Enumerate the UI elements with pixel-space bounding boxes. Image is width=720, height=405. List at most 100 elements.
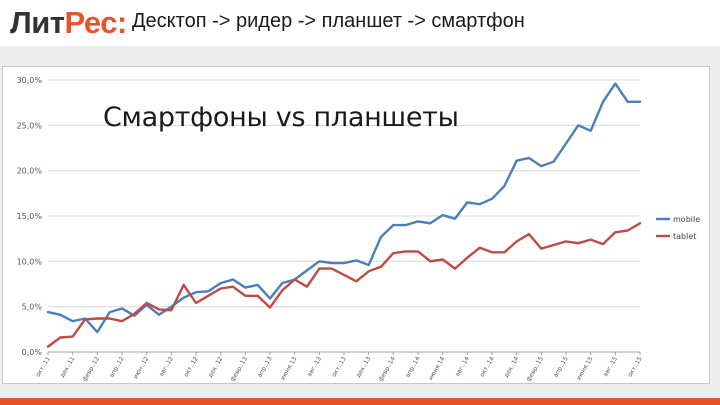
- y-tick-label: 10,0%: [17, 257, 43, 266]
- legend-label-mobile: mobile: [673, 215, 700, 224]
- x-tick-label: окт..14: [479, 355, 496, 378]
- legend-label-tablet: tablet: [673, 232, 696, 241]
- x-tick-label: дек..13: [355, 355, 373, 379]
- data-point-tablet: [145, 302, 148, 304]
- x-tick-label: авг..14: [454, 355, 471, 378]
- data-point-tablet: [528, 233, 530, 236]
- data-point-tablet: [232, 285, 234, 288]
- data-point-tablet: [540, 247, 543, 250]
- x-tick-label: дек..14: [503, 355, 521, 379]
- data-point-tablet: [380, 265, 382, 268]
- data-point-tablet: [577, 242, 580, 245]
- y-tick-label: 15,0%: [17, 212, 43, 221]
- x-tick-label: авг..13: [306, 355, 323, 378]
- data-point-mobile: [589, 129, 592, 132]
- data-point-tablet: [466, 256, 469, 259]
- data-point-tablet: [219, 287, 222, 290]
- data-point-mobile: [96, 331, 99, 333]
- x-tick-label: апр..13: [256, 355, 274, 378]
- data-point-tablet: [121, 320, 123, 323]
- data-point-mobile: [454, 217, 456, 220]
- data-point-tablet: [503, 251, 506, 254]
- x-tick-label: февр..12: [81, 355, 101, 383]
- data-point-mobile: [404, 224, 407, 227]
- data-point-mobile: [577, 124, 580, 127]
- data-point-tablet: [293, 278, 296, 281]
- x-tick-label: апр..14: [404, 355, 422, 378]
- x-tick-label: окт..13: [331, 355, 348, 378]
- data-point-mobile: [318, 260, 321, 263]
- data-point-mobile: [281, 282, 284, 284]
- data-point-tablet: [195, 302, 197, 304]
- x-tick-label: июня.15: [575, 355, 594, 381]
- data-point-mobile: [540, 165, 543, 168]
- data-point-tablet: [256, 294, 259, 297]
- x-tick-label: февр..15: [525, 355, 545, 383]
- data-point-mobile: [614, 82, 617, 85]
- data-point-mobile: [565, 142, 567, 145]
- x-tick-label: апр..12: [108, 355, 126, 378]
- data-point-tablet: [614, 231, 617, 234]
- x-tick-label: февр..14: [377, 355, 397, 383]
- x-tick-label: июня.14: [427, 355, 446, 381]
- chart-frame: [2, 66, 710, 384]
- data-point-mobile: [121, 307, 123, 310]
- data-point-tablet: [417, 250, 419, 253]
- data-point-tablet: [158, 308, 160, 311]
- data-point-mobile: [528, 157, 530, 159]
- data-point-mobile: [195, 291, 197, 294]
- data-point-mobile: [441, 214, 444, 217]
- y-tick-label: 25,0%: [17, 121, 43, 130]
- data-point-mobile: [503, 185, 506, 188]
- data-point-mobile: [330, 262, 333, 264]
- x-tick-label: дек..12: [207, 355, 225, 379]
- data-point-tablet: [59, 336, 62, 339]
- data-point-mobile: [219, 282, 222, 284]
- data-point-mobile: [417, 220, 419, 223]
- data-point-mobile: [429, 222, 432, 225]
- data-point-tablet: [602, 243, 604, 246]
- data-point-tablet: [454, 267, 456, 270]
- data-point-mobile: [491, 197, 493, 200]
- data-point-tablet: [244, 294, 247, 297]
- data-point-tablet: [133, 313, 136, 315]
- data-point-tablet: [367, 270, 370, 273]
- data-point-mobile: [466, 201, 469, 204]
- data-point-mobile: [207, 290, 210, 293]
- data-point-mobile: [343, 262, 345, 264]
- data-point-mobile: [108, 311, 111, 313]
- data-point-mobile: [392, 224, 395, 227]
- data-point-mobile: [626, 100, 629, 103]
- data-point-mobile: [244, 286, 247, 289]
- data-point-tablet: [429, 260, 432, 263]
- data-point-mobile: [602, 100, 604, 103]
- data-point-tablet: [108, 317, 111, 320]
- data-point-tablet: [355, 280, 358, 283]
- data-point-tablet: [47, 345, 49, 348]
- data-point-tablet: [343, 274, 345, 276]
- data-point-tablet: [589, 238, 592, 241]
- litres-logo: ЛитРес:: [10, 4, 127, 42]
- data-point-tablet: [182, 284, 185, 286]
- x-tick-label: февр..13: [229, 355, 249, 383]
- x-tick-label: апр..15: [552, 355, 570, 378]
- x-tick-label: окт..12: [183, 355, 200, 378]
- data-point-tablet: [96, 317, 99, 320]
- data-point-mobile: [306, 269, 308, 272]
- data-point-mobile: [478, 203, 481, 206]
- data-point-tablet: [515, 240, 518, 243]
- data-point-tablet: [639, 222, 641, 225]
- data-point-tablet: [318, 267, 321, 270]
- y-tick-label: 5,0%: [22, 303, 43, 312]
- y-tick-label: 0,0%: [22, 348, 43, 357]
- series-line-tablet: [46, 222, 642, 348]
- data-point-mobile: [71, 320, 74, 323]
- data-point-tablet: [269, 306, 271, 309]
- data-point-tablet: [84, 318, 86, 321]
- data-point-tablet: [478, 246, 481, 249]
- data-point-tablet: [71, 335, 74, 338]
- logo-part-1: Лит: [10, 5, 65, 40]
- header: ЛитРес: Десктоп -> ридер -> планшет -> с…: [0, 0, 720, 46]
- y-tick-label: 20,0%: [17, 167, 43, 176]
